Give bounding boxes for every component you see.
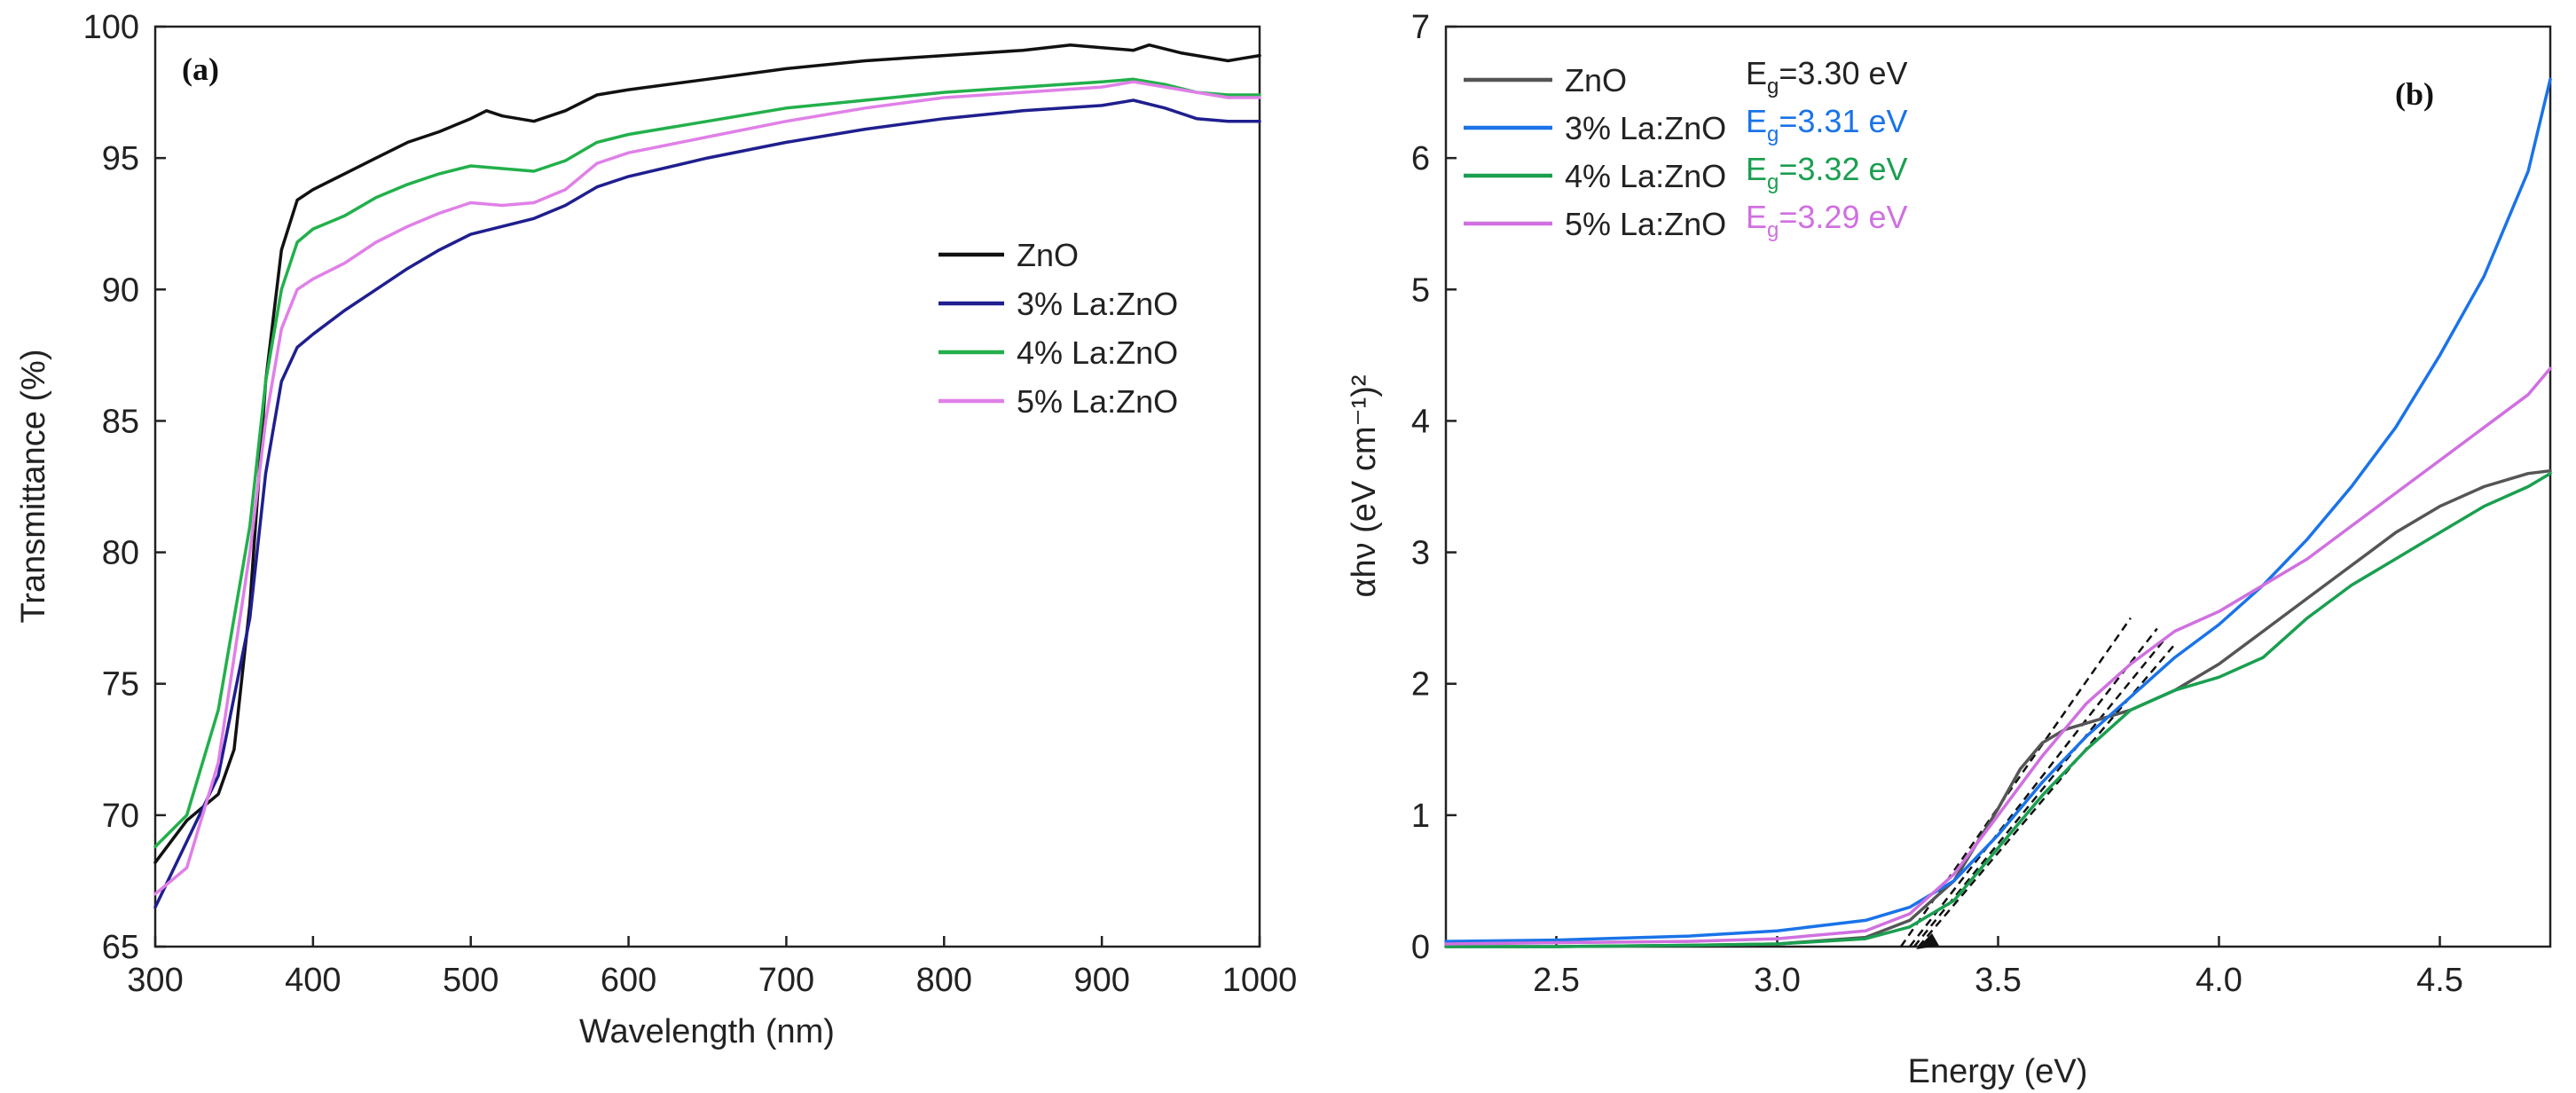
panel-a-series <box>153 43 1261 909</box>
x-tick-label: 600 <box>601 962 656 999</box>
band-gap-subscript: g <box>1767 218 1779 242</box>
panel-b-ticks: 2.5 3.0 3.5 4.0 4.5 0 1 2 3 4 5 6 7 <box>1411 9 2463 999</box>
legend-label: 3% La:ZnO <box>1565 110 1726 146</box>
series-line-2 <box>1444 77 2552 943</box>
band-gap-value: =3.31 eV <box>1779 103 1907 139</box>
band-gap-value: =3.32 eV <box>1779 151 1907 187</box>
panel-a-label: (a) <box>182 51 219 87</box>
y-tick-label: 4 <box>1411 403 1430 440</box>
y-tick-label: 100 <box>83 9 139 46</box>
x-tick-label: 800 <box>916 962 972 999</box>
series-line-2 <box>153 98 1261 909</box>
y-tick-label: 0 <box>1411 929 1430 966</box>
x-tick-label: 3.0 <box>1754 962 1801 999</box>
legend-label: ZnO <box>1565 62 1627 98</box>
band-gap-subscript: g <box>1767 75 1779 98</box>
y-tick-label: 65 <box>102 929 139 966</box>
y-tick-label: 90 <box>102 271 139 309</box>
x-tick-label: 700 <box>758 962 814 999</box>
band-gap-arrow-icon <box>1916 933 1939 949</box>
series-line-4 <box>153 80 1261 896</box>
band-gap-value: =3.29 eV <box>1779 199 1907 235</box>
legend-label: 3% La:ZnO <box>1017 286 1178 322</box>
y-tick-label: 85 <box>102 403 139 440</box>
band-gap-symbol: E <box>1746 55 1767 91</box>
tangent-line <box>1908 627 2158 948</box>
band-gap-label: Eg=3.29 eV <box>1746 199 1908 242</box>
panel-a-x-axis-label: Wavelength (nm) <box>579 1013 835 1050</box>
x-tick-label: 2.5 <box>1533 962 1580 999</box>
y-tick-label: 5 <box>1411 271 1430 309</box>
band-gap-symbol: E <box>1746 103 1767 139</box>
panel-a-y-axis-label: Transmittance (%) <box>15 350 52 624</box>
band-gap-symbol: E <box>1746 199 1767 235</box>
band-gap-subscript: g <box>1767 170 1779 194</box>
panel-b-label: (b) <box>2395 76 2434 112</box>
x-tick-label: 400 <box>285 962 341 999</box>
panel-a-frame <box>153 25 1261 948</box>
y-tick-label: 7 <box>1411 9 1430 46</box>
band-gap-label: Eg=3.32 eV <box>1746 151 1908 194</box>
x-tick-label: 4.0 <box>2195 962 2242 999</box>
band-gap-label: Eg=3.30 eV <box>1746 55 1908 98</box>
panel-b-legend: ZnO Eg=3.30 eV3% La:ZnO Eg=3.31 eV4% La:Zn… <box>1464 55 1908 242</box>
x-tick-label: 500 <box>443 962 499 999</box>
panel-a-chart: 300 400 500 600 700 800 900 1000 65 70 75 80 85 90 95 1… <box>15 9 1297 1050</box>
series-line-3 <box>153 77 1261 849</box>
tangent-line <box>1917 643 2176 948</box>
y-tick-label: 75 <box>102 666 139 704</box>
legend-label: 4% La:ZnO <box>1565 158 1726 194</box>
legend-label: ZnO <box>1017 237 1079 273</box>
tangent-line <box>1899 617 2132 948</box>
y-tick-label: 95 <box>102 140 139 177</box>
y-tick-label: 1 <box>1411 798 1430 835</box>
series-line-1 <box>153 43 1261 864</box>
band-gap-subscript: g <box>1767 122 1779 146</box>
series-line-3 <box>1444 471 2552 948</box>
panel-a-ticks: 300 400 500 600 700 800 900 1000 65 70 75 80 85 90 95 1… <box>83 9 1298 999</box>
band-gap-symbol: E <box>1746 151 1767 187</box>
band-gap-label: Eg=3.31 eV <box>1746 103 1908 146</box>
y-tick-label: 6 <box>1411 140 1430 177</box>
x-tick-label: 300 <box>127 962 183 999</box>
series-line-4 <box>1444 366 2552 946</box>
x-tick-label: 1000 <box>1222 962 1298 999</box>
legend-label: 4% La:ZnO <box>1017 334 1178 371</box>
legend-label: 5% La:ZnO <box>1565 206 1726 242</box>
x-tick-label: 4.5 <box>2416 962 2463 999</box>
panel-a-legend: ZnO 3% La:ZnO 4% La:ZnO 5% La:ZnO <box>939 237 1178 420</box>
x-tick-label: 3.5 <box>1975 962 2022 999</box>
panel-b-x-axis-label: Energy (eV) <box>1908 1053 2088 1090</box>
y-tick-label: 80 <box>102 535 139 572</box>
panel-b-tangent-lines <box>1899 617 2176 948</box>
series-line-1 <box>1444 468 2552 948</box>
legend-label: 5% La:ZnO <box>1017 383 1178 420</box>
y-tick-label: 3 <box>1411 535 1430 572</box>
band-gap-value: =3.30 eV <box>1779 55 1907 91</box>
y-tick-label: 2 <box>1411 666 1430 704</box>
x-tick-label: 900 <box>1073 962 1129 999</box>
panel-b-y-axis-label: αhν (eV cm⁻¹)² <box>1346 374 1383 597</box>
panel-b-series <box>1444 77 2552 948</box>
y-tick-label: 70 <box>102 798 139 835</box>
